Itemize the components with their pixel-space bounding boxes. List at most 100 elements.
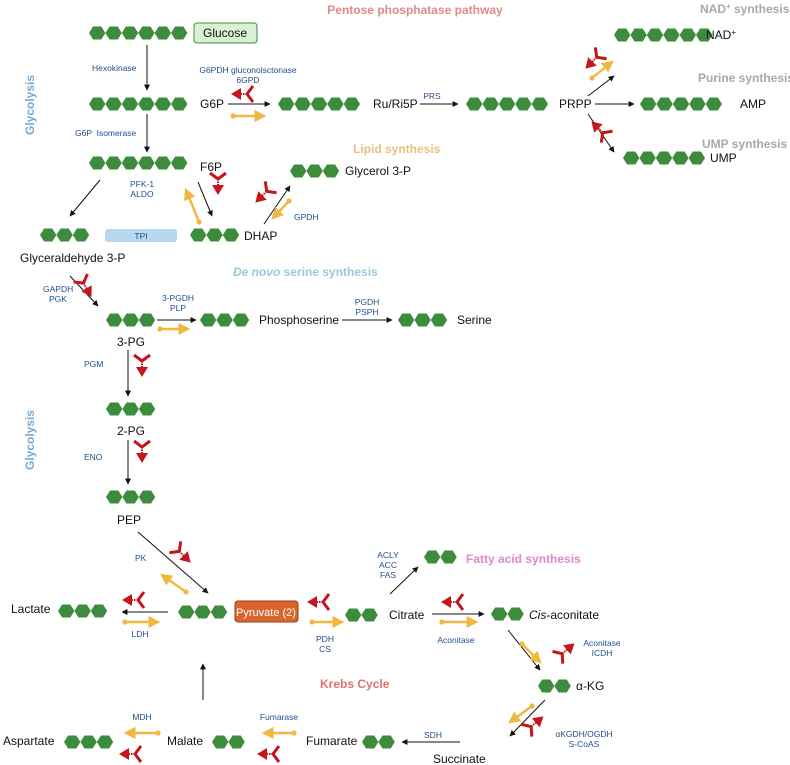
prpp-label: PRPP <box>559 97 592 111</box>
enzyme-hexokinase: Hexokinase <box>92 63 137 73</box>
activator-prpp-nad <box>589 60 614 81</box>
dhap-label: DHAP <box>244 229 277 243</box>
lactate-label: Lactate <box>11 602 51 616</box>
enzyme-pfk1: PFK-1 <box>130 179 154 189</box>
inhibitor-gpdh <box>255 181 277 203</box>
arrow-cis-akg <box>507 629 541 671</box>
tpi-box <box>105 229 177 242</box>
inhibitor-pk <box>169 541 191 563</box>
hexagons-aspartate <box>64 735 114 749</box>
akg-label: α-KG <box>576 679 604 693</box>
enzyme-aconitase-2: Aconitase <box>583 638 621 648</box>
inhibitor-pfk1 <box>209 171 227 195</box>
enzyme-akgdh: αKGDH/OGDH <box>555 729 612 739</box>
enzyme-fas: FAS <box>380 570 396 580</box>
amp-label: AMP <box>740 97 766 111</box>
glycerol3p-label: Glycerol 3-P <box>345 164 411 178</box>
activator-mdh <box>123 727 161 739</box>
arrow-f6p-dhap <box>197 181 213 217</box>
activator-g6pdh <box>230 110 267 122</box>
nad-label: NAD+ <box>706 28 736 42</box>
inhibitor-eno <box>133 439 151 463</box>
hexagons-malate <box>212 735 245 749</box>
purine-synthesis-title: Purine synthesis <box>698 71 790 85</box>
hexagons-fumarate <box>362 735 395 749</box>
glyceraldehyde3p-label: Glyceraldehyde 3-P <box>20 251 125 265</box>
f6p-label: F6P <box>200 160 222 174</box>
hexagons-glucose <box>89 26 188 40</box>
enzyme-pk: PK <box>135 553 147 563</box>
inhibitor-prpp-nad <box>585 47 607 69</box>
hexagons-3pg <box>106 313 156 327</box>
hexagons-fatty <box>424 550 457 564</box>
inhibitor-pdh <box>307 593 331 611</box>
regulation-symbols <box>73 47 614 763</box>
serine-label: Serine <box>457 313 492 327</box>
pep-label: PEP <box>117 513 141 527</box>
hexagons-cis <box>491 607 524 621</box>
arrow-f6p-g3p <box>69 179 101 217</box>
inhibitor-fumarase <box>257 745 281 763</box>
inhibitor-g6pdh <box>231 85 255 103</box>
hexagons-phosphoserine <box>200 313 250 327</box>
enzyme-gpdh: GPDH <box>294 212 319 222</box>
enzyme-mdh: MDH <box>132 712 151 722</box>
activator-pk <box>160 573 189 595</box>
activator-gpdh <box>271 198 292 220</box>
hexagons-akg <box>538 679 571 693</box>
hexagons-f6p <box>89 156 188 170</box>
g6p-label: G6P <box>200 97 224 111</box>
hexagons-2pg <box>106 402 156 416</box>
serine-synthesis-title: De novo serine synthesis <box>233 265 378 279</box>
ru-ri5p-label: Ru/Ri5P <box>373 97 418 111</box>
hexagons-lactate <box>58 604 108 618</box>
enzyme-acc: ACC <box>379 560 397 570</box>
pyruvate-box <box>234 600 299 623</box>
enzyme-aldo: ALDO <box>130 189 154 199</box>
enzyme-icdh: ICDH <box>592 648 613 658</box>
enzyme-fumarase: Fumarase <box>260 712 299 722</box>
malate-label: Malate <box>167 734 203 748</box>
ump-synthesis-title: UMP synthesis <box>702 137 787 151</box>
ump-label: UMP <box>710 151 737 165</box>
lipid-synthesis-title: Lipid synthesis <box>353 142 441 156</box>
enzyme-ldh: LDH <box>131 629 148 639</box>
pg3-label: 3-PG <box>117 335 145 349</box>
inhibitor-aconitase <box>441 593 465 611</box>
glucose-label: Glucose <box>203 26 247 40</box>
enzyme-acly: ACLY <box>377 550 399 560</box>
enzyme-psph: PSPH <box>355 307 378 317</box>
enzyme-scoas: S-CoAS <box>569 739 600 749</box>
enzyme-eno: ENO <box>84 452 103 462</box>
activator-icdh <box>519 641 542 664</box>
inhibitor-pgm <box>133 353 151 377</box>
fatty-acid-synthesis-title: Fatty acid synthesis <box>466 552 581 566</box>
activator-akgdh <box>508 703 535 724</box>
arrow-prpp-ump <box>587 113 615 153</box>
activator-ldh <box>122 616 161 628</box>
glucose-box <box>193 22 258 44</box>
enzyme-3pgdh: 3-PGDH <box>162 293 194 303</box>
pg2-label: 2-PG <box>117 424 145 438</box>
aspartate-label: Aspartate <box>3 734 55 748</box>
succinate-label: Succinate <box>433 752 486 765</box>
enzyme-gapdh: GAPDH <box>43 284 73 294</box>
hexagons-amp <box>640 97 722 111</box>
hexagons-nad <box>614 28 713 42</box>
tpi-label: TPI <box>134 231 147 241</box>
activator-3pgdh <box>157 323 191 335</box>
enzyme-pgk: PGK <box>49 294 67 304</box>
inhibitor-mdh <box>119 745 143 763</box>
hexagons-g3p <box>40 228 90 242</box>
krebs-cycle-title: Krebs Cycle <box>320 677 390 691</box>
fumarate-label: Fumarate <box>306 734 358 748</box>
enzyme-plp: PLP <box>170 303 186 313</box>
glycolysis-side-mid: Glycolysis <box>23 410 37 470</box>
inhibitor-gapdh <box>73 273 92 297</box>
enzyme-pgm: PGM <box>84 359 103 369</box>
activator-aconitase <box>439 616 479 628</box>
inhibitor-ldh <box>122 591 146 609</box>
inhibitor-akgdh <box>521 716 544 737</box>
hexagons-ump <box>623 151 705 165</box>
